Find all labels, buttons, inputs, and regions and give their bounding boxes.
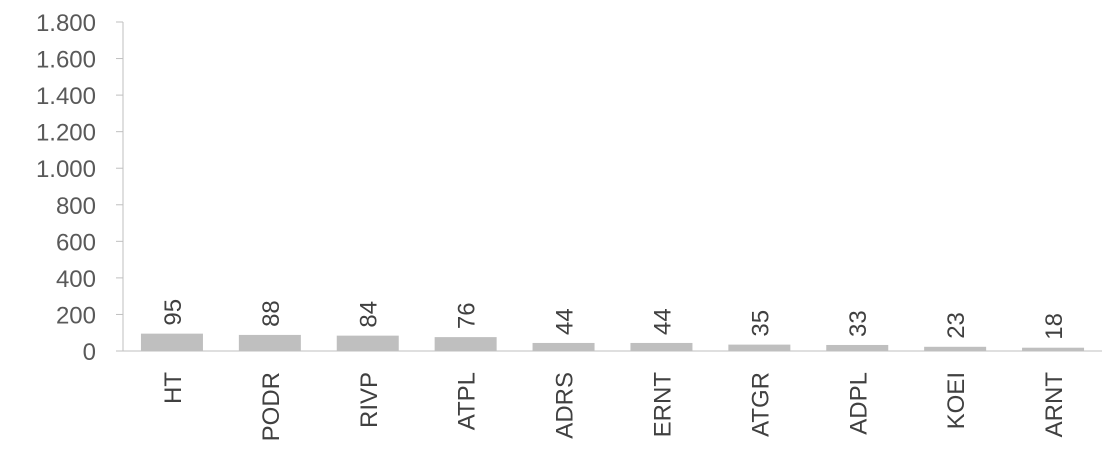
data-label: 95: [160, 299, 187, 326]
bar: [826, 344, 889, 351]
bar: [924, 346, 987, 351]
bars: [140, 333, 1085, 351]
data-label: 44: [649, 308, 676, 335]
data-labels: 95 88 84 76 44 44 35 33 23 18: [160, 299, 1068, 340]
data-label: 44: [552, 308, 579, 335]
bar: [140, 333, 203, 351]
data-label: 84: [356, 301, 383, 328]
bar: [728, 344, 791, 351]
category-label: ERNT: [649, 372, 676, 438]
category-label: KOEI: [943, 372, 970, 429]
y-tick-label: 200: [56, 302, 96, 329]
y-tick-label: 800: [56, 193, 96, 220]
bar: [434, 337, 497, 351]
bar: [1022, 347, 1085, 351]
data-label: 23: [943, 312, 970, 339]
y-axis: 0 200 400 600 800 1.000 1.200 1.400 1.600 1.800: [36, 10, 124, 366]
bar: [238, 334, 301, 351]
bar: [336, 335, 399, 351]
category-label: ADPL: [845, 372, 872, 435]
data-label: 33: [845, 310, 872, 337]
category-label: RIVP: [356, 372, 383, 428]
data-label: 35: [747, 310, 774, 337]
y-tick-label: 1.800: [36, 10, 96, 37]
category-label: ADRS: [552, 372, 579, 439]
category-label: ATPL: [454, 372, 481, 430]
y-tick-label: 400: [56, 266, 96, 293]
category-label: PODR: [258, 372, 285, 441]
category-label: ARNT: [1041, 372, 1068, 438]
bar: [532, 342, 595, 351]
data-label: 76: [454, 302, 481, 329]
data-label: 88: [258, 300, 285, 327]
y-tick-label: 1.600: [36, 47, 96, 74]
y-tick-label: 600: [56, 229, 96, 256]
y-tick-label: 1.000: [36, 156, 96, 183]
bar: [630, 342, 693, 351]
category-label: ATGR: [747, 372, 774, 437]
category-label: HT: [160, 372, 187, 404]
y-tick-label: 1.200: [36, 120, 96, 147]
y-tick-label: 1.400: [36, 83, 96, 110]
y-tick-label: 0: [83, 339, 96, 366]
category-labels: HT PODR RIVP ATPL ADRS ERNT ATGR ADPL KOEI ARNT: [160, 372, 1068, 442]
data-label: 18: [1041, 313, 1068, 340]
